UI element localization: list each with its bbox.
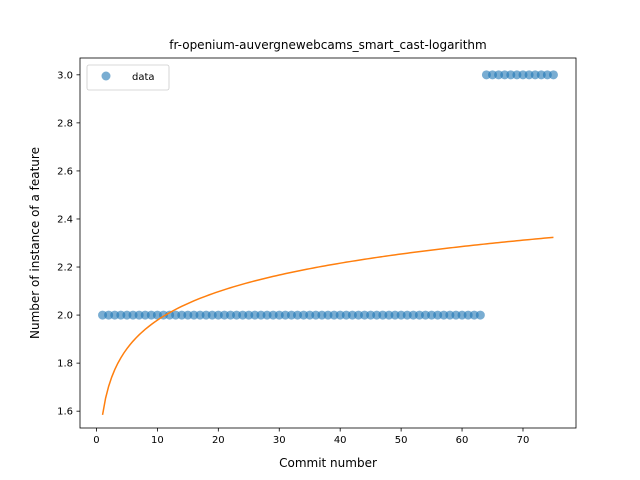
y-tick-label: 2.0	[57, 311, 73, 322]
x-tick-label: 10	[151, 435, 164, 446]
legend-box	[86, 64, 170, 91]
legend-label-data: data	[132, 72, 155, 83]
y-tick-label: 2.8	[57, 118, 73, 129]
axes-layer: 0 10 20 30 40 50 60 70 1.6 1.8 2.0 2.2 2.4 2.6 2.8 3.0	[57, 70, 529, 446]
chart-title: fr-openium-auvergnewebcams_smart_cast-lo…	[169, 38, 486, 52]
x-tick-label: 40	[334, 435, 347, 446]
x-tick-label: 20	[212, 435, 225, 446]
fit-line	[101, 236, 554, 415]
x-tick-label: 70	[517, 435, 530, 446]
x-tick-label: 60	[456, 435, 469, 446]
y-axis-title: Number of instance of a feature	[28, 147, 42, 339]
x-tick-label: 30	[273, 435, 286, 446]
data-point	[548, 70, 558, 80]
y-tick-label: 2.4	[57, 214, 73, 225]
y-tick-label: 1.6	[57, 407, 73, 418]
y-tick-label: 3.0	[57, 70, 73, 81]
data-point	[475, 310, 485, 320]
y-tick-label: 1.8	[57, 359, 73, 370]
marks-layer	[98, 70, 558, 415]
x-tick-label: 0	[93, 435, 99, 446]
plot-frame	[79, 57, 577, 429]
y-tick-label: 2.2	[57, 263, 73, 274]
x-tick-label: 50	[395, 435, 408, 446]
y-tick-label: 2.6	[57, 166, 73, 177]
legend: data	[86, 64, 170, 91]
x-axis-title: Commit number	[279, 456, 377, 470]
legend-marker-data	[101, 71, 111, 81]
